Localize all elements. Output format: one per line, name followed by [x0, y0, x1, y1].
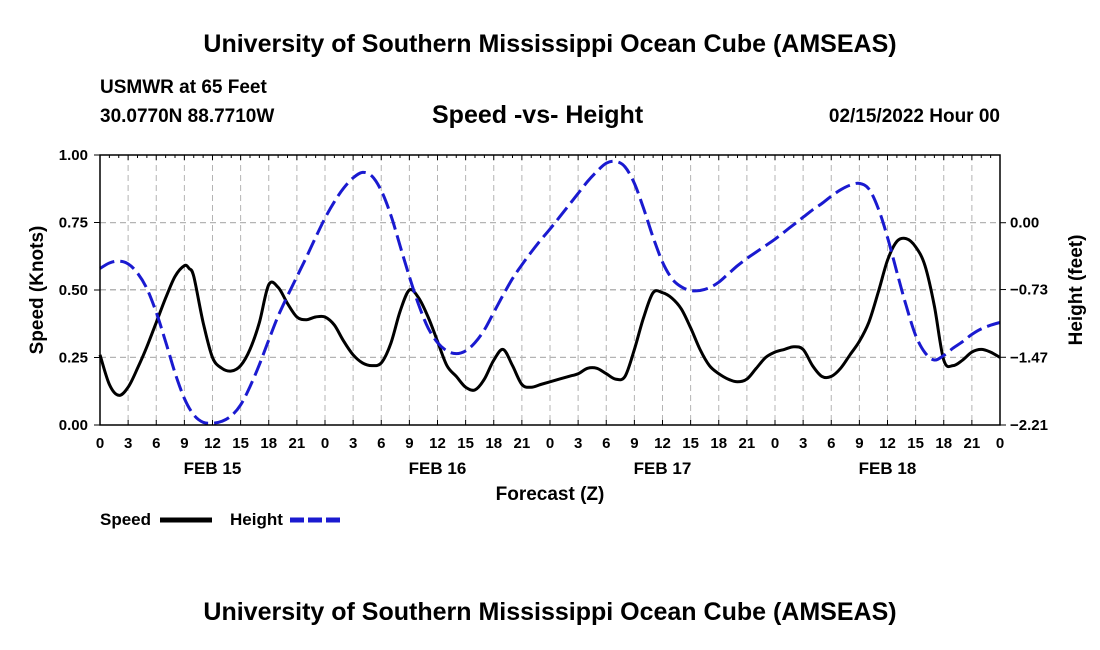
x-day-label: FEB 16	[409, 459, 467, 478]
x-tick-label: 12	[429, 435, 446, 452]
y-right-tick-label: 0.00	[1010, 215, 1039, 232]
station-label: USMWR at 65 Feet	[100, 77, 267, 98]
y-axis-left-label: Speed (Knots)	[27, 226, 48, 355]
chart-title: University of Southern Mississippi Ocean…	[203, 30, 897, 58]
x-tick-label: 0	[546, 435, 554, 452]
x-tick-label: 15	[457, 435, 474, 452]
y-left-tick-label: 0.50	[59, 282, 88, 299]
x-tick-label: 18	[485, 435, 502, 452]
x-tick-label: 21	[964, 435, 981, 452]
y-right-tick-label: −1.47	[1010, 349, 1048, 366]
x-tick-label: 3	[349, 435, 357, 452]
x-tick-label: 6	[602, 435, 610, 452]
x-tick-label: 6	[152, 435, 160, 452]
y-left-tick-label: 0.75	[59, 215, 88, 232]
x-tick-label: 18	[260, 435, 277, 452]
x-tick-label: 9	[630, 435, 638, 452]
x-tick-label: 0	[996, 435, 1004, 452]
x-tick-label: 12	[654, 435, 671, 452]
x-tick-label: 18	[935, 435, 952, 452]
grid-layer	[100, 155, 1000, 425]
x-tick-label: 15	[682, 435, 699, 452]
x-tick-label: 0	[96, 435, 104, 452]
x-tick-label: 12	[879, 435, 896, 452]
y-left-tick-label: 1.00	[59, 147, 88, 164]
footer-title: University of Southern Mississippi Ocean…	[203, 598, 897, 626]
x-tick-label: 0	[321, 435, 329, 452]
x-tick-label: 21	[739, 435, 756, 452]
x-tick-label: 9	[180, 435, 188, 452]
x-tick-label: 15	[232, 435, 249, 452]
x-tick-label: 12	[204, 435, 221, 452]
axis-layer: 0 3 6 9 12 15 18 21 0 3 6 9 12 15 18 21 0 3 6 9 12 15 18 21 0 3 6 9…	[59, 147, 1048, 478]
x-day-label: FEB 18	[859, 459, 917, 478]
x-tick-label: 3	[124, 435, 132, 452]
y-left-tick-label: 0.25	[59, 350, 88, 367]
x-tick-label: 18	[710, 435, 727, 452]
x-tick-label: 9	[405, 435, 413, 452]
x-tick-label: 21	[289, 435, 306, 452]
series-line-height	[99, 159, 1001, 425]
x-tick-label: 9	[855, 435, 863, 452]
x-tick-label: 15	[907, 435, 924, 452]
x-day-label: FEB 17	[634, 459, 692, 478]
legend-height-label: Height	[230, 510, 283, 529]
station-coordinates: 30.0770N 88.7710W	[100, 106, 275, 127]
y-right-tick-label: −0.73	[1010, 282, 1048, 299]
x-tick-label: 6	[377, 435, 385, 452]
x-axis-label: Forecast (Z)	[496, 484, 605, 505]
x-day-label: FEB 15	[184, 459, 242, 478]
x-tick-label: 21	[514, 435, 531, 452]
series-line-speed	[98, 236, 1001, 397]
chart-subtitle: Speed -vs- Height	[432, 101, 644, 129]
x-tick-label: 3	[799, 435, 807, 452]
y-axis-right-label: Height (feet)	[1066, 235, 1087, 346]
x-tick-label: 3	[574, 435, 582, 452]
x-tick-label: 6	[827, 435, 835, 452]
legend: Speed Height	[100, 510, 342, 529]
x-tick-label: 0	[771, 435, 779, 452]
forecast-run-time: 02/15/2022 Hour 00	[828, 106, 1000, 127]
y-right-tick-label: −2.21	[1010, 417, 1048, 434]
legend-speed-label: Speed	[100, 510, 151, 529]
y-left-tick-label: 0.00	[59, 417, 88, 434]
series-layer	[98, 159, 1001, 425]
